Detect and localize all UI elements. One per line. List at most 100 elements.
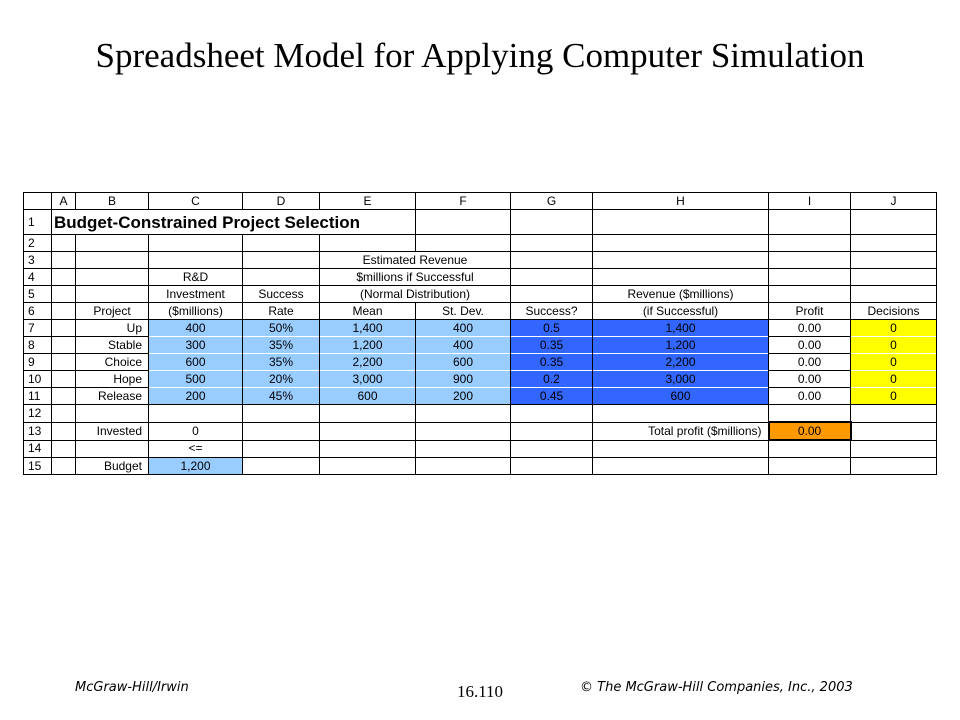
stdev-cell[interactable]: 400 [415, 319, 511, 337]
cell[interactable] [242, 439, 320, 458]
cell[interactable] [768, 457, 851, 475]
cell[interactable] [75, 285, 149, 303]
cell[interactable] [75, 404, 149, 423]
profit-cell[interactable]: 0.00 [768, 353, 851, 371]
success-cell[interactable]: 0.35 [510, 353, 593, 371]
column-header-i[interactable]: I [768, 192, 851, 210]
mean-cell[interactable]: 1,400 [319, 319, 416, 337]
cell[interactable] [768, 404, 851, 423]
row-header-5[interactable]: 5 [23, 285, 52, 303]
corner-cell[interactable] [23, 192, 52, 210]
column-header-h[interactable]: H [592, 192, 769, 210]
cell[interactable] [148, 234, 243, 252]
revenue-header[interactable]: Revenue ($millions) [592, 285, 769, 303]
cell[interactable] [850, 421, 937, 441]
rate-cell[interactable]: 35% [242, 336, 320, 354]
cell[interactable] [510, 421, 593, 441]
profit-header[interactable]: Profit [768, 302, 851, 320]
cell[interactable] [242, 421, 320, 441]
column-header-j[interactable]: J [850, 192, 937, 210]
stdev-cell[interactable]: 900 [415, 370, 511, 388]
cell[interactable] [148, 404, 243, 423]
rate-header[interactable]: Rate [242, 302, 320, 320]
cell[interactable] [51, 268, 76, 286]
cell[interactable] [51, 251, 76, 269]
normal-distribution-header[interactable]: (Normal Distribution) [319, 285, 511, 303]
profit-cell[interactable]: 0.00 [768, 319, 851, 337]
column-header-d[interactable]: D [242, 192, 320, 210]
cell[interactable] [242, 268, 320, 286]
cell[interactable] [242, 234, 320, 252]
cell[interactable] [768, 285, 851, 303]
project-name[interactable]: Up [75, 319, 149, 337]
cell[interactable] [51, 387, 76, 405]
cell[interactable] [592, 251, 769, 269]
cell[interactable] [768, 439, 851, 458]
cell-j1[interactable] [850, 209, 937, 235]
total-profit-label[interactable]: Total profit ($millions) [592, 421, 769, 441]
success-cell[interactable]: 0.5 [510, 319, 593, 337]
cell-h1[interactable] [592, 209, 769, 235]
less-equal-symbol[interactable]: <= [148, 439, 243, 458]
cell[interactable] [51, 421, 76, 441]
cell-i1[interactable] [768, 209, 851, 235]
cell[interactable] [850, 251, 937, 269]
cell[interactable] [850, 439, 937, 458]
decision-cell[interactable]: 0 [850, 387, 937, 405]
row-header-8[interactable]: 8 [23, 336, 52, 354]
column-header-f[interactable]: F [415, 192, 511, 210]
row-header-6[interactable]: 6 [23, 302, 52, 320]
investment-cell[interactable]: 500 [148, 370, 243, 388]
cell[interactable] [850, 268, 937, 286]
column-header-a[interactable]: A [51, 192, 76, 210]
estimated-revenue-header[interactable]: Estimated Revenue [319, 251, 511, 269]
cell[interactable] [768, 268, 851, 286]
cell[interactable] [510, 457, 593, 475]
row-header-14[interactable]: 14 [23, 439, 52, 458]
row-header-3[interactable]: 3 [23, 251, 52, 269]
success-cell[interactable]: 0.2 [510, 370, 593, 388]
cell[interactable] [850, 234, 937, 252]
cell[interactable] [75, 251, 149, 269]
cell[interactable] [51, 285, 76, 303]
rd-header[interactable]: R&D [148, 268, 243, 286]
row-header-7[interactable]: 7 [23, 319, 52, 337]
cell[interactable] [592, 268, 769, 286]
row-header-15[interactable]: 15 [23, 457, 52, 475]
cell[interactable] [850, 285, 937, 303]
success-header[interactable]: Success [242, 285, 320, 303]
cell[interactable] [592, 404, 769, 423]
cell[interactable] [510, 285, 593, 303]
cell[interactable] [319, 439, 416, 458]
cell[interactable] [319, 234, 416, 252]
success-cell[interactable]: 0.45 [510, 387, 593, 405]
cell[interactable] [51, 302, 76, 320]
column-header-b[interactable]: B [75, 192, 149, 210]
cell[interactable] [242, 404, 320, 423]
cell[interactable] [415, 457, 511, 475]
stdev-cell[interactable]: 200 [415, 387, 511, 405]
mean-cell[interactable]: 3,000 [319, 370, 416, 388]
cell-g1[interactable] [510, 209, 593, 235]
row-header-1[interactable]: 1 [23, 209, 52, 235]
rate-cell[interactable]: 45% [242, 387, 320, 405]
cell[interactable] [75, 234, 149, 252]
row-header-10[interactable]: 10 [23, 370, 52, 388]
budget-label[interactable]: Budget [75, 457, 149, 475]
project-name[interactable]: Hope [75, 370, 149, 388]
cell[interactable] [319, 457, 416, 475]
cell[interactable] [510, 234, 593, 252]
cell[interactable] [319, 404, 416, 423]
budget-value[interactable]: 1,200 [148, 457, 243, 475]
cell[interactable] [768, 234, 851, 252]
profit-cell[interactable]: 0.00 [768, 336, 851, 354]
cell[interactable] [75, 439, 149, 458]
cell[interactable] [51, 370, 76, 388]
cell[interactable] [51, 404, 76, 423]
mean-cell[interactable]: 2,200 [319, 353, 416, 371]
sheet-title[interactable]: Budget-Constrained Project Selection [51, 209, 416, 235]
column-header-g[interactable]: G [510, 192, 593, 210]
cell[interactable] [592, 234, 769, 252]
cell[interactable] [415, 421, 511, 441]
cell[interactable] [850, 404, 937, 423]
